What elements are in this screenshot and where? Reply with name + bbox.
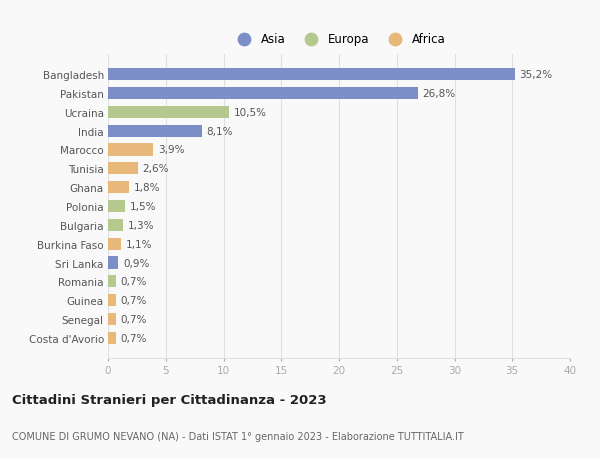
Bar bbox=[108, 238, 121, 250]
Bar bbox=[108, 106, 229, 119]
Bar bbox=[108, 125, 202, 137]
Bar bbox=[108, 163, 138, 175]
Text: 26,8%: 26,8% bbox=[422, 89, 455, 99]
Text: 1,1%: 1,1% bbox=[125, 239, 152, 249]
Bar bbox=[108, 294, 116, 307]
Text: 2,6%: 2,6% bbox=[143, 164, 169, 174]
Text: 1,3%: 1,3% bbox=[128, 220, 154, 230]
Bar bbox=[108, 69, 515, 81]
Bar bbox=[108, 201, 125, 213]
Bar bbox=[108, 144, 153, 156]
Text: 0,7%: 0,7% bbox=[121, 333, 147, 343]
Bar bbox=[108, 182, 129, 194]
Text: 1,8%: 1,8% bbox=[133, 183, 160, 193]
Bar bbox=[108, 257, 118, 269]
Bar bbox=[108, 219, 123, 231]
Bar bbox=[108, 313, 116, 325]
Bar bbox=[108, 276, 116, 288]
Text: 3,9%: 3,9% bbox=[158, 145, 184, 155]
Text: 0,7%: 0,7% bbox=[121, 277, 147, 287]
Text: Cittadini Stranieri per Cittadinanza - 2023: Cittadini Stranieri per Cittadinanza - 2… bbox=[12, 393, 326, 406]
Bar bbox=[108, 88, 418, 100]
Legend: Asia, Europa, Africa: Asia, Europa, Africa bbox=[230, 31, 448, 48]
Text: 1,5%: 1,5% bbox=[130, 202, 157, 212]
Text: 35,2%: 35,2% bbox=[519, 70, 553, 80]
Text: COMUNE DI GRUMO NEVANO (NA) - Dati ISTAT 1° gennaio 2023 - Elaborazione TUTTITAL: COMUNE DI GRUMO NEVANO (NA) - Dati ISTAT… bbox=[12, 431, 464, 441]
Text: 0,9%: 0,9% bbox=[123, 258, 149, 268]
Bar bbox=[108, 332, 116, 344]
Text: 0,7%: 0,7% bbox=[121, 314, 147, 325]
Text: 10,5%: 10,5% bbox=[234, 107, 267, 118]
Text: 0,7%: 0,7% bbox=[121, 296, 147, 306]
Text: 8,1%: 8,1% bbox=[206, 126, 233, 136]
